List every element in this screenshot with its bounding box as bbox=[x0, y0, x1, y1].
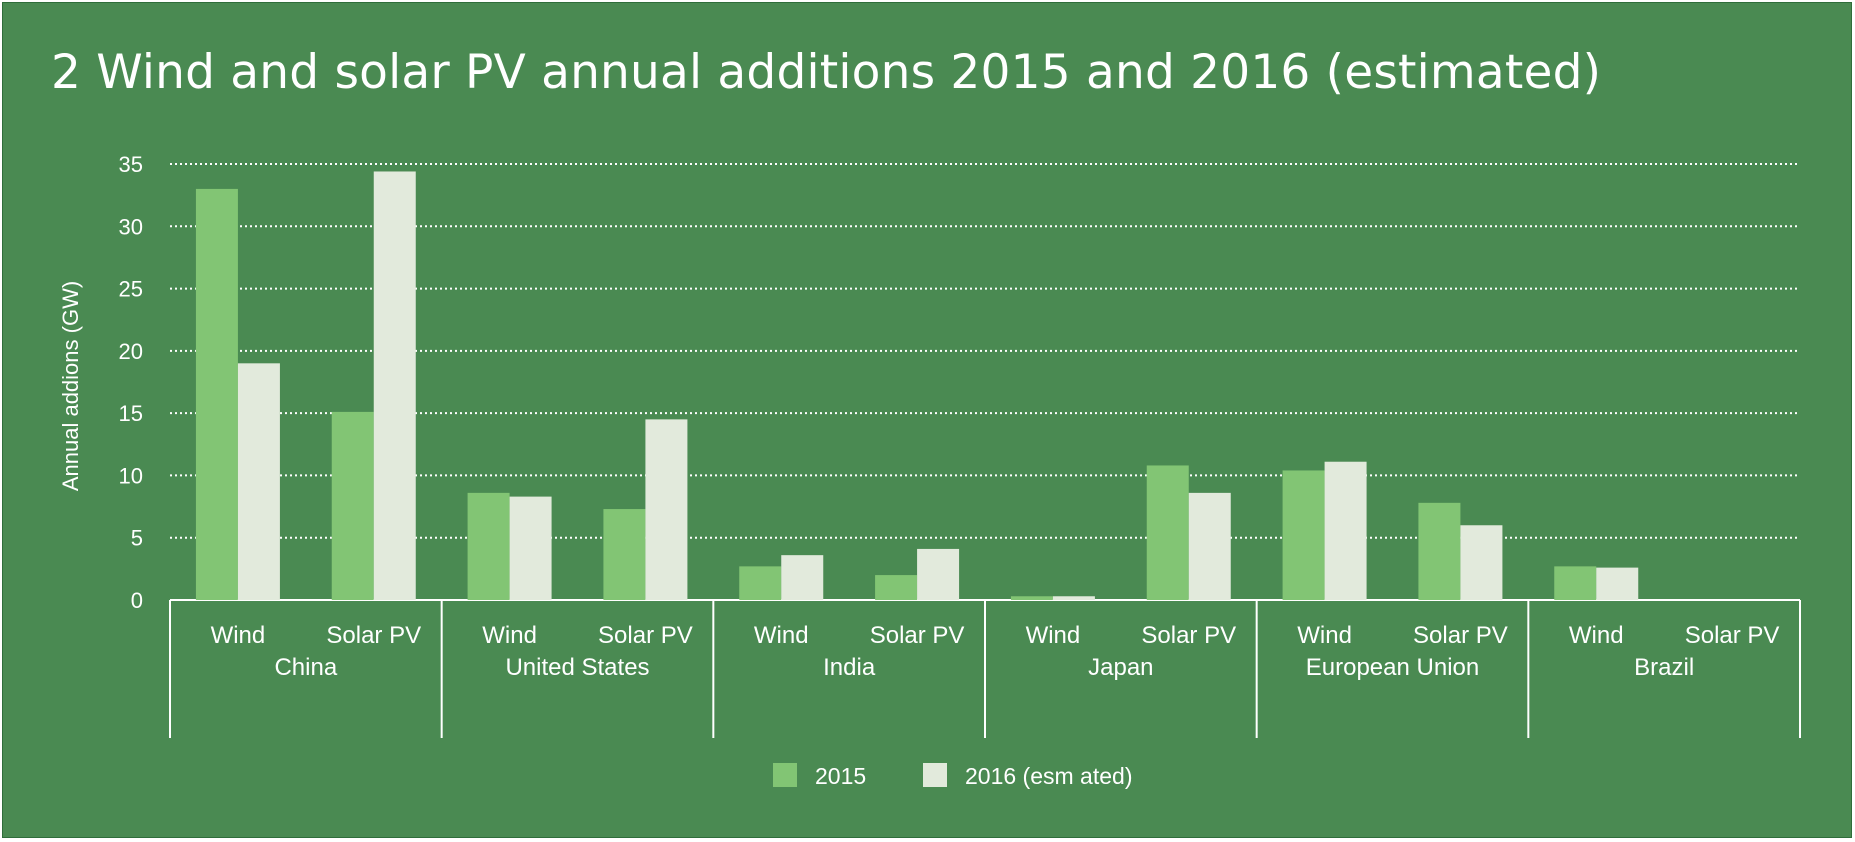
y-tick-label: 30 bbox=[119, 214, 143, 239]
category-label: Solar PV bbox=[326, 622, 421, 649]
category-label: Solar PV bbox=[1685, 622, 1780, 649]
bar-2015 bbox=[195, 188, 238, 600]
y-tick-label: 35 bbox=[119, 152, 143, 177]
category-label: Wind bbox=[482, 622, 537, 649]
y-tick-label: 10 bbox=[119, 463, 143, 488]
legend-label: 2015 bbox=[815, 763, 866, 789]
bar-2016-estimated bbox=[1460, 525, 1503, 600]
bar-2016-estimated bbox=[373, 171, 416, 600]
category-label: Wind bbox=[754, 622, 809, 649]
y-axis-label: Annual addions (GW) bbox=[58, 281, 83, 491]
bar-2015 bbox=[1554, 566, 1597, 600]
bar-2016-estimated bbox=[237, 363, 280, 600]
bar-2016-estimated bbox=[509, 496, 552, 600]
category-label: Wind bbox=[1026, 622, 1081, 649]
legend-label: 2016 (esm ated) bbox=[965, 763, 1132, 789]
category-label: Solar PV bbox=[1141, 622, 1236, 649]
group-label: European Union bbox=[1306, 654, 1479, 681]
group-label: China bbox=[274, 654, 337, 681]
bar-2016-estimated bbox=[1188, 492, 1231, 600]
bar-2015 bbox=[1282, 470, 1325, 600]
chart-plot: 0 5 10 15 20 25 30 35 Annual addions (GW) Wind Sol… bbox=[58, 152, 1801, 789]
y-tick-label: 20 bbox=[119, 339, 143, 364]
bar-2016-estimated bbox=[1596, 567, 1639, 600]
chart-title: 2 Wind and solar PV annual additions 201… bbox=[51, 45, 1602, 100]
category-label: Wind bbox=[1297, 622, 1352, 649]
legend-swatch-2015 bbox=[773, 763, 797, 787]
group-label: United States bbox=[505, 654, 649, 681]
category-label: Solar PV bbox=[870, 622, 965, 649]
legend-swatch-2016-estimated bbox=[923, 763, 947, 787]
bar-2015 bbox=[1146, 465, 1189, 600]
bar-2016-estimated bbox=[645, 419, 688, 600]
bar-2015 bbox=[875, 575, 918, 600]
y-tick-label: 5 bbox=[131, 526, 143, 551]
category-label: Solar PV bbox=[1413, 622, 1508, 649]
bar-2016-estimated bbox=[1052, 596, 1095, 600]
y-tick-label: 25 bbox=[119, 277, 143, 302]
bar-2016-estimated bbox=[1324, 461, 1367, 600]
category-label: Wind bbox=[1569, 622, 1624, 649]
bar-2015 bbox=[467, 492, 510, 600]
y-tick-label: 0 bbox=[131, 588, 143, 613]
group-label: Brazil bbox=[1634, 654, 1694, 681]
category-label: Wind bbox=[211, 622, 266, 649]
bar-2016-estimated bbox=[781, 555, 824, 600]
bar-2016-estimated bbox=[917, 548, 960, 600]
bar-2015 bbox=[1418, 502, 1461, 600]
bar-2015 bbox=[739, 566, 782, 600]
category-label: Solar PV bbox=[598, 622, 693, 649]
bar-2015 bbox=[331, 411, 374, 600]
bar-2015 bbox=[1010, 596, 1053, 600]
bar-2015 bbox=[603, 509, 646, 600]
y-tick-label: 15 bbox=[119, 401, 143, 426]
group-label: Japan bbox=[1088, 654, 1153, 681]
group-label: India bbox=[823, 654, 876, 681]
